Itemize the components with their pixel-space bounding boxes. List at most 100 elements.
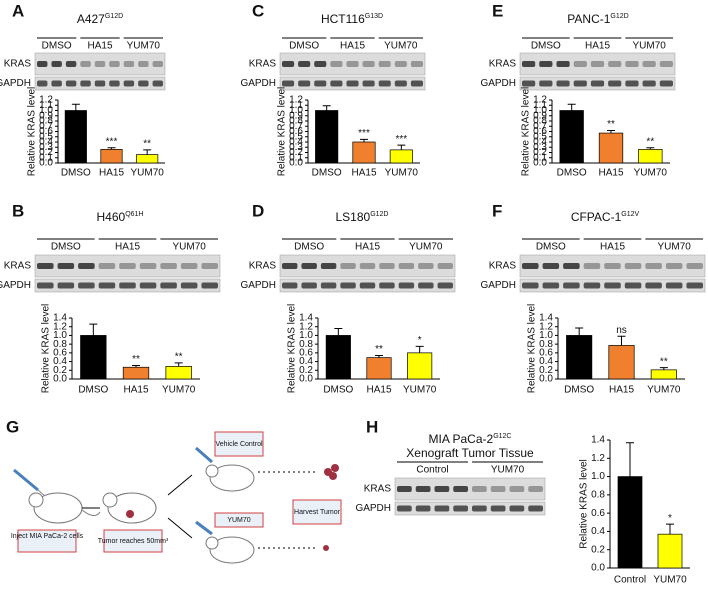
blot-band — [201, 263, 218, 269]
blot-band — [340, 282, 356, 289]
step-box — [214, 431, 264, 457]
significance: * — [418, 335, 422, 346]
mouse — [205, 464, 255, 492]
blot-band — [509, 486, 525, 492]
blot-band — [608, 61, 622, 67]
blot-group: YUM70 — [409, 242, 443, 253]
error-bar — [322, 105, 331, 111]
error-bar — [375, 354, 383, 358]
blot-band — [686, 282, 703, 289]
mouse — [205, 536, 255, 564]
blot-band — [109, 80, 120, 87]
title-sup: G12D — [370, 211, 388, 218]
y-axis-label: Relative KRAS level — [579, 459, 590, 548]
tumor — [323, 464, 339, 551]
blot-band — [301, 282, 317, 289]
blot-band — [98, 263, 116, 269]
y-tick-label: 0.6 — [289, 126, 303, 137]
bar — [389, 149, 413, 164]
y-axis-label: Relative KRAS level — [27, 87, 38, 176]
blot-group: YUM70 — [491, 465, 525, 476]
blot-band — [378, 80, 391, 87]
panel: B H460Q61H DMSO HA15 YUM70 KRAS GAPDH 0.00.20.4… — [0, 201, 221, 396]
blot-band — [418, 282, 434, 289]
blot-band — [556, 61, 570, 67]
y-tick-label: 0.8 — [39, 116, 53, 127]
error-bar — [71, 103, 80, 111]
x-tick-label: DMSO — [78, 385, 108, 396]
x-tick-label: HA15 — [123, 385, 148, 396]
blot-band — [686, 263, 703, 269]
blot-group: YUM70 — [632, 41, 666, 52]
blot-band — [437, 282, 453, 289]
error-bar — [107, 147, 116, 150]
panel-subtitle: Xenograft Tumor Tissue — [406, 446, 534, 460]
x-tick-label: YUM70 — [634, 168, 668, 179]
title-sup: G12C — [493, 433, 511, 440]
blot-band — [453, 505, 468, 512]
y-tick-label: 0.2 — [39, 147, 53, 158]
blot-band — [123, 80, 135, 87]
y-tick-label: 0.3 — [533, 142, 547, 153]
blot-band — [490, 505, 506, 512]
blot-group: HA15 — [340, 41, 365, 52]
x-tick-label: DMSO — [323, 385, 353, 396]
y-tick-label: 0.1 — [39, 152, 53, 163]
panel-letter: F — [492, 201, 502, 220]
blot-band — [563, 263, 580, 269]
y-tick-label: 0.8 — [539, 339, 553, 350]
blot-band — [282, 80, 295, 87]
blot-row-label: GAPDH — [0, 78, 31, 89]
y-tick-label: 0.9 — [533, 110, 547, 121]
step-label: Inject MIA PaCa-2 cells — [11, 533, 84, 540]
blot-band — [282, 263, 298, 269]
blot-band — [542, 263, 560, 269]
blot-band — [624, 263, 642, 269]
step-box — [292, 499, 342, 525]
y-tick-label: 0.4 — [539, 356, 553, 367]
blot-band — [608, 80, 622, 87]
blot-band — [51, 61, 62, 67]
blot-band — [410, 80, 423, 87]
y-tick-label: 0.3 — [289, 142, 303, 153]
title-sup: G12D — [105, 13, 123, 20]
y-tick-label: 0.0 — [299, 374, 313, 385]
blot-group: YUM70 — [172, 242, 206, 253]
x-tick-label: DMSO — [557, 168, 587, 179]
arrow — [167, 474, 193, 496]
syringe — [195, 520, 213, 536]
blot-band — [78, 282, 95, 289]
bar — [657, 533, 683, 569]
blot-band — [522, 263, 539, 269]
bar — [559, 110, 584, 164]
blot-band — [152, 80, 163, 87]
blot-band — [94, 80, 106, 87]
arrow — [167, 517, 193, 539]
blot-band — [625, 80, 639, 87]
blot-band — [346, 80, 359, 87]
blot-row-label: KRAS — [249, 261, 277, 272]
blot-band — [282, 282, 298, 289]
blot-band — [346, 61, 359, 67]
blot-band — [604, 263, 621, 269]
blot-group: DMSO — [531, 41, 561, 52]
y-tick-label: 0.5 — [533, 131, 547, 142]
blot-band — [123, 61, 135, 67]
blot-row-label: KRAS — [489, 261, 517, 272]
title-main: HCT116 — [321, 12, 365, 26]
diagram-g: G Inject MIA PaCa-2 cells Tumor reaches … — [6, 417, 342, 564]
y-tick-label: 1.4 — [539, 313, 553, 324]
blot-band — [37, 263, 54, 269]
y-tick-label: 1.0 — [39, 105, 53, 116]
blot-band — [65, 61, 77, 67]
step-label: YUM70 — [227, 517, 250, 524]
blot-group: DMSO — [51, 242, 81, 253]
blot-band — [340, 263, 356, 269]
y-tick-label: 0.2 — [289, 147, 303, 158]
blot-band — [37, 282, 54, 289]
mouse — [102, 492, 157, 524]
error-bar — [646, 147, 655, 150]
